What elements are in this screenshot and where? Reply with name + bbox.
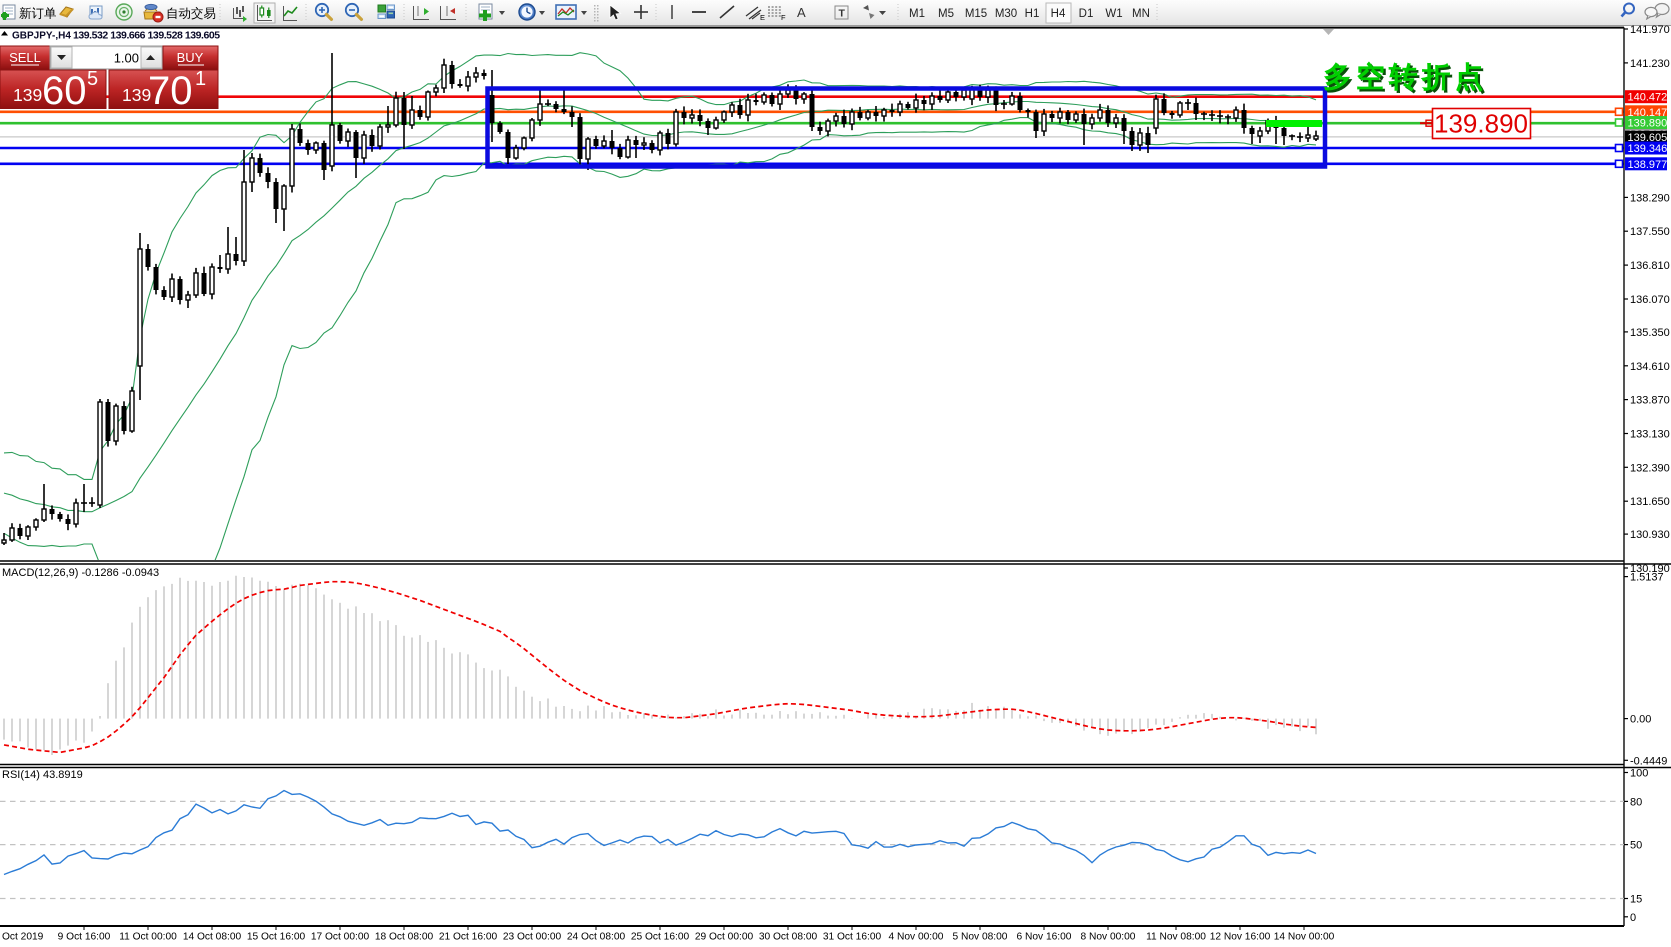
svg-text:141.230: 141.230 xyxy=(1630,58,1670,70)
svg-text:136.810: 136.810 xyxy=(1630,260,1670,272)
svg-text:RSI(14) 43.8919: RSI(14) 43.8919 xyxy=(2,769,83,781)
svg-text:60: 60 xyxy=(42,69,87,113)
svg-text:139.532 139.666 139.528 139.60: 139.532 139.666 139.528 139.605 xyxy=(73,30,220,42)
svg-text:4 Nov 00:00: 4 Nov 00:00 xyxy=(889,932,944,943)
svg-text:135.350: 135.350 xyxy=(1630,327,1670,339)
svg-text:M1: M1 xyxy=(909,8,925,20)
svg-text:D1: D1 xyxy=(1079,8,1094,20)
svg-text:133.130: 133.130 xyxy=(1630,429,1670,441)
svg-text:-0.4449: -0.4449 xyxy=(1630,755,1667,767)
svg-text:139: 139 xyxy=(122,85,151,105)
svg-text:MACD(12,26,9) -0.1286 -0.0943: MACD(12,26,9) -0.1286 -0.0943 xyxy=(2,567,159,579)
svg-text:14 Nov 00:00: 14 Nov 00:00 xyxy=(1274,932,1335,943)
svg-text:138.290: 138.290 xyxy=(1630,192,1670,204)
svg-text:130.190: 130.190 xyxy=(1630,563,1670,575)
svg-text:H1: H1 xyxy=(1025,8,1040,20)
svg-text:50: 50 xyxy=(1630,840,1642,852)
svg-text:29 Oct 00:00: 29 Oct 00:00 xyxy=(695,932,754,943)
svg-text:23 Oct 00:00: 23 Oct 00:00 xyxy=(503,932,562,943)
svg-text:141.970: 141.970 xyxy=(1630,24,1670,36)
svg-text:H4: H4 xyxy=(1051,8,1066,20)
svg-text:1.5137: 1.5137 xyxy=(1630,572,1664,584)
svg-text:6 Nov 16:00: 6 Nov 16:00 xyxy=(1017,932,1072,943)
svg-text:140.147: 140.147 xyxy=(1628,107,1668,119)
svg-text:M15: M15 xyxy=(965,8,987,20)
svg-text:T: T xyxy=(839,8,846,20)
svg-text:0.00: 0.00 xyxy=(1630,714,1651,726)
svg-text:70: 70 xyxy=(148,69,193,113)
svg-text:M5: M5 xyxy=(938,8,954,20)
svg-text:134.610: 134.610 xyxy=(1630,361,1670,373)
svg-text:BUY: BUY xyxy=(177,50,204,65)
svg-text:30 Oct 08:00: 30 Oct 08:00 xyxy=(759,932,818,943)
svg-text:12 Nov 16:00: 12 Nov 16:00 xyxy=(1210,932,1271,943)
svg-text:137.550: 137.550 xyxy=(1630,226,1670,238)
svg-text:24 Oct 08:00: 24 Oct 08:00 xyxy=(567,932,626,943)
svg-text:W1: W1 xyxy=(1105,8,1122,20)
svg-text:15 Oct 16:00: 15 Oct 16:00 xyxy=(247,932,306,943)
svg-text:1.00: 1.00 xyxy=(114,51,139,66)
svg-text:139.605: 139.605 xyxy=(1628,132,1668,144)
svg-text:31 Oct 16:00: 31 Oct 16:00 xyxy=(823,932,882,943)
svg-text:1: 1 xyxy=(195,68,206,90)
svg-text:MN: MN xyxy=(1132,8,1150,20)
svg-text:8 Nov 00:00: 8 Nov 00:00 xyxy=(1081,932,1136,943)
svg-text:5 Nov 08:00: 5 Nov 08:00 xyxy=(953,932,1008,943)
svg-text:130.930: 130.930 xyxy=(1630,529,1670,541)
svg-text:15: 15 xyxy=(1630,894,1642,906)
svg-text:100: 100 xyxy=(1630,768,1648,780)
svg-text:9 Oct 16:00: 9 Oct 16:00 xyxy=(58,932,111,943)
svg-text:138.977: 138.977 xyxy=(1628,159,1668,171)
svg-text:80: 80 xyxy=(1630,796,1642,808)
svg-text:5: 5 xyxy=(87,68,98,90)
svg-text:A: A xyxy=(797,5,806,20)
svg-text:139: 139 xyxy=(13,85,42,105)
svg-text:F: F xyxy=(781,13,786,22)
svg-text:0: 0 xyxy=(1630,912,1636,924)
svg-text:11 Nov 08:00: 11 Nov 08:00 xyxy=(1146,932,1206,943)
svg-text:18 Oct 08:00: 18 Oct 08:00 xyxy=(375,932,434,943)
svg-text:140.472: 140.472 xyxy=(1628,92,1668,104)
svg-text:21 Oct 16:00: 21 Oct 16:00 xyxy=(439,932,498,943)
svg-text:14 Oct 08:00: 14 Oct 08:00 xyxy=(183,932,242,943)
svg-text:SELL: SELL xyxy=(9,50,41,65)
svg-text:E: E xyxy=(760,13,765,22)
svg-text:132.390: 132.390 xyxy=(1630,462,1670,474)
svg-text:139.890: 139.890 xyxy=(1628,118,1668,130)
svg-text:17 Oct 00:00: 17 Oct 00:00 xyxy=(311,932,370,943)
svg-text:139.890: 139.890 xyxy=(1434,109,1528,139)
svg-text:133.870: 133.870 xyxy=(1630,395,1670,407)
svg-text:139.346: 139.346 xyxy=(1628,143,1668,155)
svg-text:131.650: 131.650 xyxy=(1630,496,1670,508)
svg-text:25 Oct 16:00: 25 Oct 16:00 xyxy=(631,932,690,943)
svg-text:M30: M30 xyxy=(995,8,1017,20)
svg-text:GBPJPY-,H4: GBPJPY-,H4 xyxy=(12,31,71,42)
svg-text:Oct 2019: Oct 2019 xyxy=(2,932,44,943)
svg-text:136.070: 136.070 xyxy=(1630,294,1670,306)
svg-text:11 Oct 00:00: 11 Oct 00:00 xyxy=(119,932,177,943)
